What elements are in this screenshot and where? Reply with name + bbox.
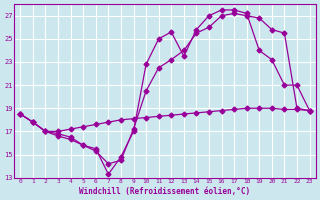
X-axis label: Windchill (Refroidissement éolien,°C): Windchill (Refroidissement éolien,°C) <box>79 187 251 196</box>
